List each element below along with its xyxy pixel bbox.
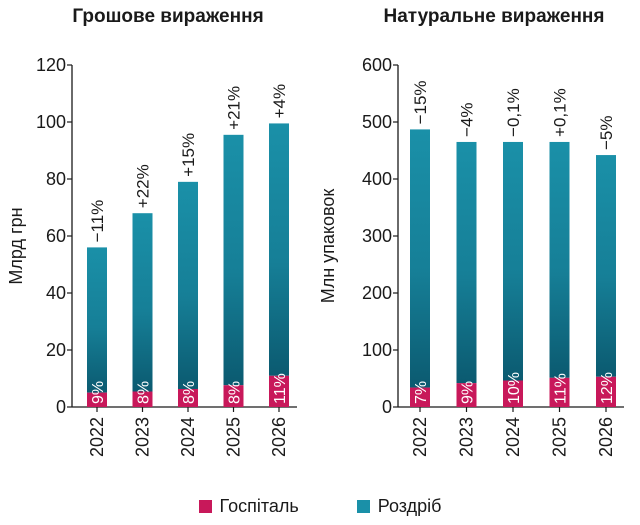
bar-hospital bbox=[596, 376, 616, 407]
x-tick-label: 2022 bbox=[87, 417, 107, 457]
bar-hospital bbox=[132, 391, 153, 407]
y-tick-label: 500 bbox=[362, 112, 392, 132]
growth-label: +21% bbox=[225, 86, 244, 130]
y-tick-label: 40 bbox=[46, 283, 66, 303]
legend-swatch-retail bbox=[356, 500, 370, 513]
x-tick-label: 2023 bbox=[457, 417, 477, 457]
hospital-share-label: 8% bbox=[136, 381, 153, 404]
bar-hospital bbox=[549, 377, 570, 407]
bar-retail bbox=[503, 141, 523, 381]
x-tick-label: 2026 bbox=[596, 417, 616, 457]
hospital-share-label: 9% bbox=[460, 381, 477, 404]
bar-retail bbox=[178, 181, 198, 389]
y-tick-label: 120 bbox=[36, 55, 66, 75]
bar-hospital bbox=[223, 385, 244, 407]
x-tick-label: 2024 bbox=[503, 417, 523, 457]
growth-label: +15% bbox=[179, 133, 198, 177]
x-tick-label: 2024 bbox=[178, 417, 198, 457]
y-tick-label: 200 bbox=[362, 283, 392, 303]
legend-label-hospital: Госпіталь bbox=[219, 496, 299, 516]
growth-label: +4% bbox=[270, 84, 289, 119]
bar-hospital bbox=[87, 392, 107, 407]
y-tick-label: 400 bbox=[362, 169, 392, 189]
hospital-share-label: 11% bbox=[272, 373, 289, 404]
bar-retail bbox=[87, 247, 107, 393]
bar-retail bbox=[456, 141, 477, 384]
legend-item-hospital: Госпіталь bbox=[198, 496, 299, 517]
bar-retail bbox=[132, 213, 153, 392]
panel-volume: Натуральне вираження 0 100 200 300 400 500 600 М… bbox=[318, 6, 624, 457]
y-tick-label: 100 bbox=[36, 112, 66, 132]
legend-label-retail: Роздріб bbox=[377, 496, 442, 516]
growth-label: −11% bbox=[88, 200, 107, 243]
growth-label: −15% bbox=[411, 80, 430, 124]
chart-title: Натуральне вираження bbox=[384, 6, 605, 27]
y-tick-label: 20 bbox=[46, 340, 66, 360]
bar-retail bbox=[223, 134, 244, 386]
growth-label: −4% bbox=[458, 102, 477, 137]
chart-area: Грошове вираження 0 20 40 60 80 100 120 Млрд грн… bbox=[6, 6, 624, 457]
hospital-share-label: 12% bbox=[599, 372, 616, 404]
growth-label: +22% bbox=[134, 164, 153, 208]
hospital-share-label: 7% bbox=[413, 381, 430, 404]
y-tick-label: 100 bbox=[362, 340, 392, 360]
y-axis-label: Млн упаковок bbox=[318, 189, 338, 304]
bar-retail bbox=[410, 129, 430, 388]
bar-retail bbox=[269, 123, 289, 376]
y-tick-label: 0 bbox=[56, 397, 66, 417]
bar-hospital bbox=[410, 387, 430, 407]
chart-title: Грошове вираження bbox=[72, 6, 263, 27]
legend-item-retail: Роздріб bbox=[356, 496, 442, 517]
panel-money: Грошове вираження 0 20 40 60 80 100 120 Млрд грн… bbox=[6, 6, 297, 457]
hospital-share-label: 11% bbox=[553, 373, 570, 404]
y-tick-label: 60 bbox=[46, 226, 66, 246]
legend-swatch-hospital bbox=[198, 500, 212, 513]
growth-label: +0,1% bbox=[551, 88, 570, 137]
hospital-share-label: 9% bbox=[90, 381, 107, 404]
bar-retail bbox=[596, 155, 616, 377]
y-axis-label: Млрд грн bbox=[6, 207, 26, 284]
bar-retail bbox=[549, 141, 570, 378]
x-tick-label: 2026 bbox=[269, 417, 289, 457]
x-tick-label: 2025 bbox=[550, 417, 570, 457]
y-tick-label: 600 bbox=[362, 55, 392, 75]
hospital-share-label: 8% bbox=[181, 381, 198, 404]
hospital-share-label: 10% bbox=[506, 372, 523, 404]
bar-hospital bbox=[456, 383, 477, 407]
growth-label: −5% bbox=[597, 116, 616, 151]
hospital-share-label: 8% bbox=[227, 381, 244, 404]
y-tick-label: 0 bbox=[382, 397, 392, 417]
y-tick-label: 80 bbox=[46, 169, 66, 189]
y-tick-label: 300 bbox=[362, 226, 392, 246]
bar-hospital bbox=[269, 375, 289, 407]
legend: Госпіталь Роздріб bbox=[0, 496, 640, 517]
growth-label: −0,1% bbox=[504, 88, 523, 137]
x-tick-label: 2023 bbox=[133, 417, 153, 457]
bar-hospital bbox=[178, 388, 198, 407]
x-tick-label: 2022 bbox=[410, 417, 430, 457]
x-tick-label: 2025 bbox=[224, 417, 244, 457]
bar-hospital bbox=[503, 380, 523, 407]
